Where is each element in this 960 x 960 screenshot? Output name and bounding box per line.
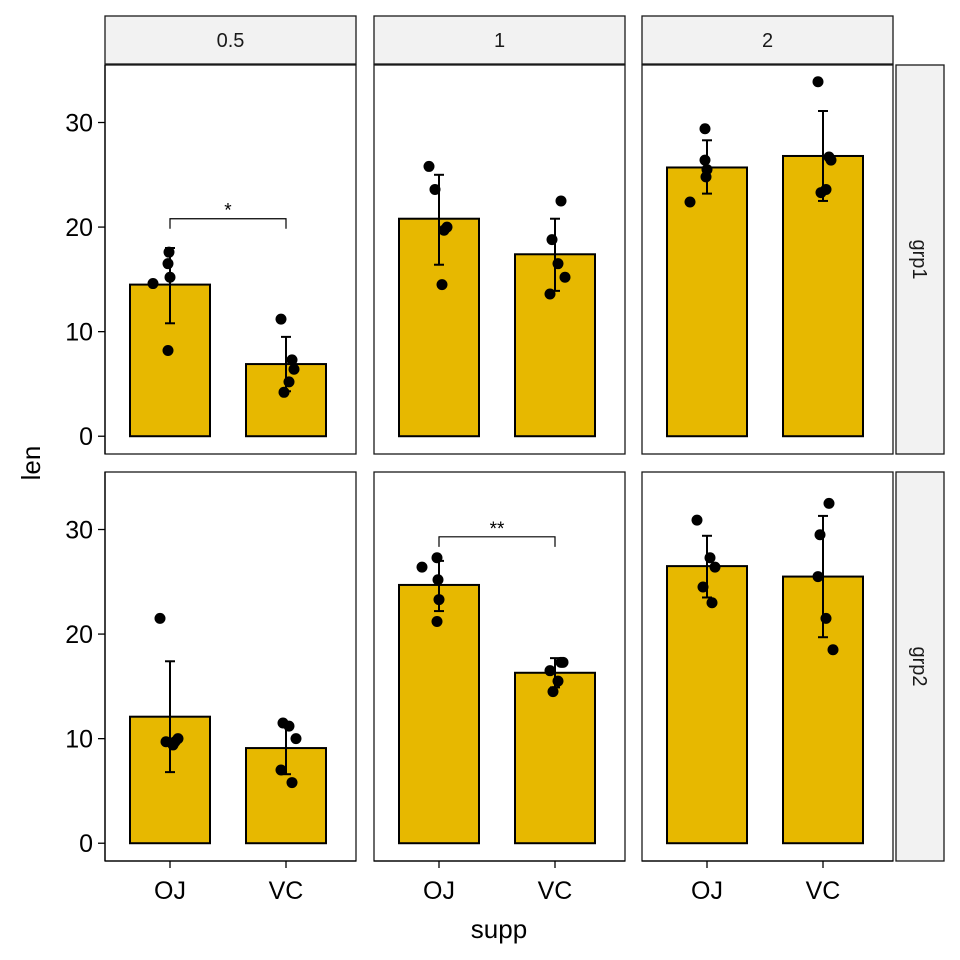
panel-grp1-0.5: * [104, 64, 357, 455]
data-point [441, 221, 453, 233]
data-point [699, 154, 711, 166]
data-point [815, 187, 827, 199]
facet-strip-col-label: 2 [762, 30, 773, 52]
data-point [701, 164, 713, 176]
x-tick-label: OJ [423, 877, 455, 905]
data-point [704, 552, 716, 564]
facet-strip-row-label: grp1 [908, 239, 930, 279]
data-point [547, 686, 559, 698]
data-point [546, 234, 558, 246]
data-point [433, 594, 445, 606]
panel-grp1-1 [373, 64, 626, 455]
data-point [812, 76, 824, 88]
significance-label: * [224, 201, 232, 222]
y-tick-label: 10 [65, 319, 93, 347]
data-point [544, 665, 556, 677]
data-point [283, 376, 295, 388]
data-point [691, 514, 703, 526]
data-point [823, 497, 835, 509]
facet-strip-col-label: 1 [494, 30, 505, 52]
x-tick-label: VC [538, 877, 573, 905]
y-tick-label: 0 [79, 423, 93, 451]
data-point [544, 288, 556, 300]
data-point [697, 581, 709, 593]
facet-strip-row-grp2 [895, 471, 945, 862]
panel-grp2-2 [641, 471, 894, 862]
data-point [154, 612, 166, 624]
x-tick-label: OJ [691, 877, 723, 905]
data-point [286, 777, 298, 789]
y-tick-label: 30 [65, 110, 93, 138]
data-point [290, 733, 302, 745]
data-point [147, 278, 159, 290]
data-point [286, 354, 298, 366]
data-point [275, 313, 287, 325]
x-axis-title: supp [471, 914, 527, 944]
data-point [164, 271, 176, 283]
x-tick-label: OJ [154, 877, 186, 905]
data-point [699, 123, 711, 135]
data-point [555, 195, 567, 207]
panel-grp2-0.5 [104, 471, 357, 862]
bar-VC [514, 671, 596, 845]
data-point [278, 386, 290, 398]
y-tick-label: 10 [65, 726, 93, 754]
data-point [275, 764, 287, 776]
data-point [431, 616, 443, 628]
data-point [423, 160, 435, 172]
data-point [416, 561, 428, 573]
y-tick-label: 20 [65, 621, 93, 649]
y-tick-label: 30 [65, 517, 93, 545]
x-tick-label: VC [806, 877, 841, 905]
facet-strip-row-grp1 [895, 64, 945, 455]
panel-grp1-2 [641, 64, 894, 455]
facet-strip-row-label: grp2 [908, 646, 930, 686]
data-point [684, 196, 696, 208]
data-point [429, 183, 441, 195]
data-point [812, 571, 824, 583]
data-point [552, 258, 564, 270]
bar-OJ [666, 565, 748, 845]
significance-bracket [438, 536, 556, 547]
data-point [825, 154, 837, 166]
significance-label: ** [490, 519, 505, 540]
data-point [163, 246, 175, 258]
data-point [162, 258, 174, 270]
data-point [814, 529, 826, 541]
facet-strip-col-1 [373, 15, 626, 65]
data-point [706, 597, 718, 609]
bar-OJ [666, 166, 748, 438]
y-axis-title: len [16, 446, 46, 481]
data-point [160, 736, 172, 748]
data-point [820, 612, 832, 624]
data-point [827, 644, 839, 656]
panel-grp2-1: ** [373, 471, 626, 862]
bar-VC [782, 154, 864, 438]
facet-strip-col-0.5 [104, 15, 357, 65]
y-tick-label: 20 [65, 214, 93, 242]
facet-strip-col-label: 0.5 [217, 30, 245, 52]
data-point [552, 675, 564, 687]
bar-OJ [398, 583, 480, 845]
axes-layer: 0 10 20 30 0 10 20 30 OJ VC OJ VC OJ VC [65, 65, 893, 905]
data-point [288, 363, 300, 375]
x-tick-label: VC [269, 877, 304, 905]
data-point [283, 720, 295, 732]
significance-bracket [169, 218, 287, 229]
y-tick-label: 0 [79, 830, 93, 858]
facet-strip-col-2 [641, 15, 894, 65]
data-point [557, 656, 569, 668]
data-point [162, 344, 174, 356]
data-point [431, 552, 443, 564]
data-point [559, 271, 571, 283]
data-point [432, 574, 444, 586]
data-point [436, 279, 448, 291]
data-point [709, 561, 721, 573]
data-point [172, 733, 184, 745]
